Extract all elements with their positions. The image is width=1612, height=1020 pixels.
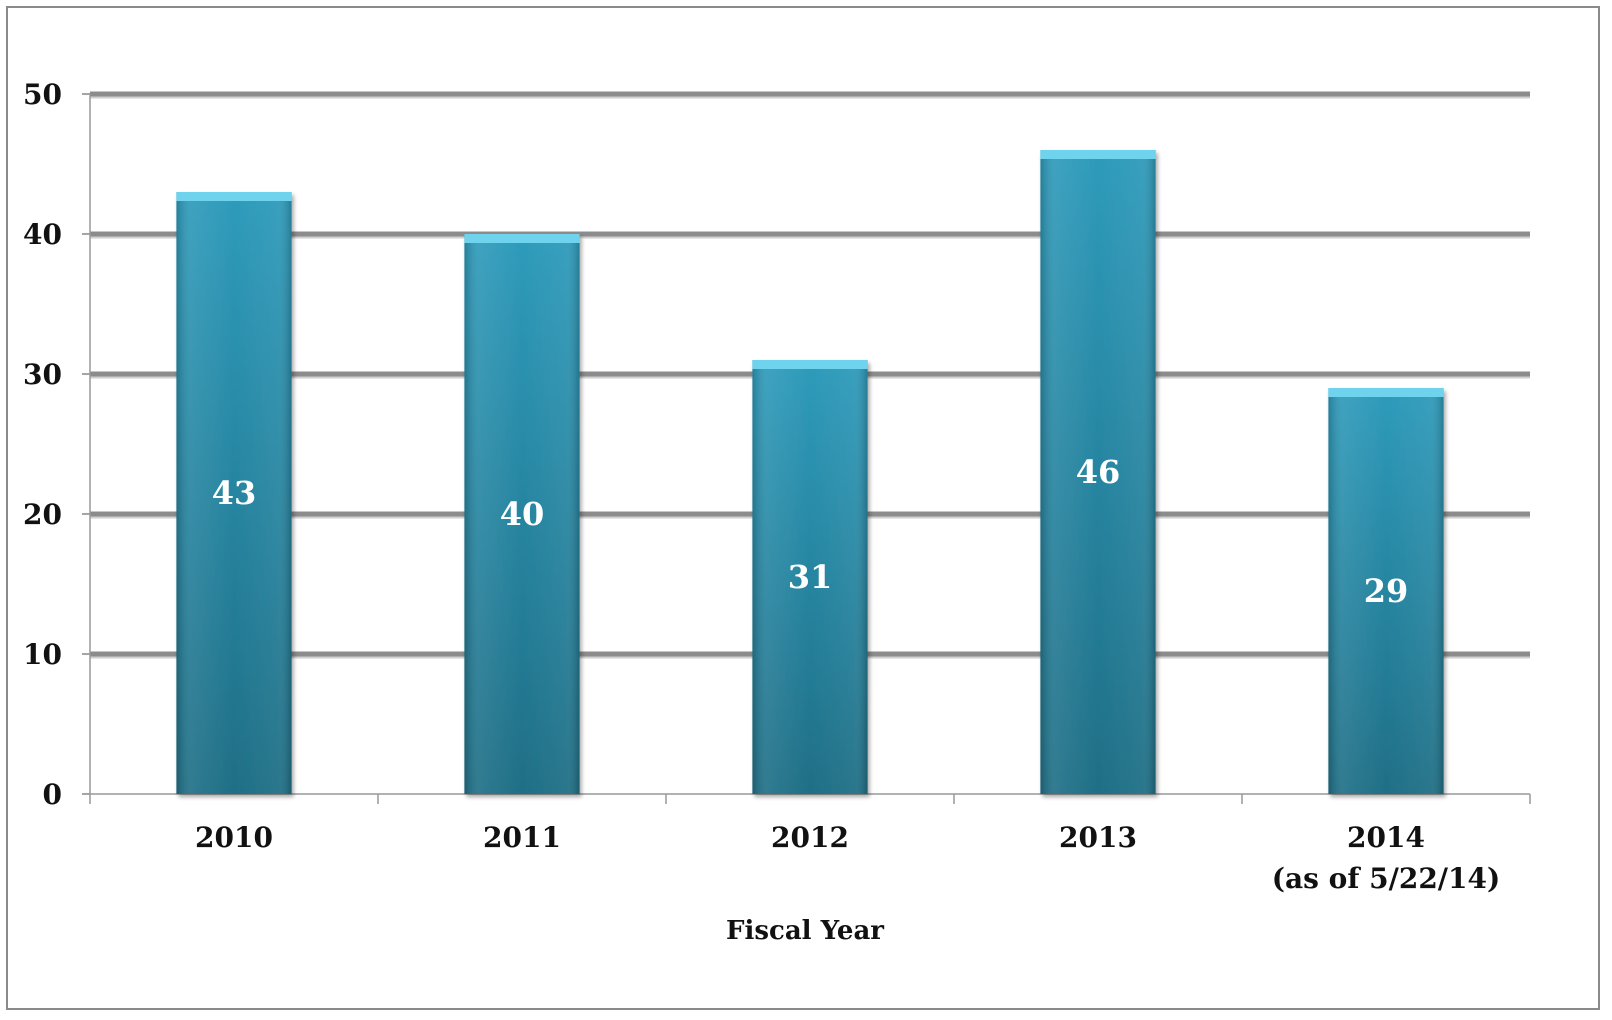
bar-shine bbox=[464, 234, 580, 794]
bar-2014 bbox=[1328, 388, 1444, 794]
data-label: 46 bbox=[1076, 453, 1121, 491]
y-tick-label: 30 bbox=[23, 358, 62, 391]
x-tick-label: 2012 bbox=[771, 821, 849, 854]
data-label: 43 bbox=[212, 474, 257, 512]
bar-shine bbox=[752, 360, 868, 794]
bars bbox=[176, 150, 1444, 794]
bar-2013 bbox=[1040, 150, 1156, 794]
x-tick-label: 2014 bbox=[1347, 821, 1425, 854]
bar-shine bbox=[176, 192, 292, 794]
y-tick-label: 50 bbox=[23, 78, 62, 111]
y-tick-label: 20 bbox=[23, 498, 62, 531]
x-tick-sublabel: (as of 5/22/14) bbox=[1272, 862, 1500, 895]
x-axis-title: Fiscal Year bbox=[726, 916, 884, 946]
bar-shine bbox=[1040, 150, 1156, 794]
data-label: 29 bbox=[1364, 572, 1409, 610]
bar-top-cap bbox=[752, 360, 868, 369]
bar-top-cap bbox=[1328, 388, 1444, 397]
y-tick-label: 0 bbox=[43, 778, 62, 811]
gridlines bbox=[90, 91, 1530, 659]
data-label: 31 bbox=[788, 558, 833, 596]
bar-2010 bbox=[176, 192, 292, 794]
bar-2012 bbox=[752, 360, 868, 794]
bar-top-cap bbox=[1040, 150, 1156, 159]
y-tick-label: 10 bbox=[23, 638, 62, 671]
bar-shine bbox=[1328, 388, 1444, 794]
bar-top-cap bbox=[464, 234, 580, 243]
x-tick-label: 2011 bbox=[483, 821, 561, 854]
x-tick-label: 2010 bbox=[195, 821, 273, 854]
x-tick-label: 2013 bbox=[1059, 821, 1137, 854]
bar-2011 bbox=[464, 234, 580, 794]
data-label: 40 bbox=[500, 495, 545, 533]
bar-top-cap bbox=[176, 192, 292, 201]
labels: 0 10 20 30 40 50 43 2010 40 2011 31 2012 46 2013 29 201… bbox=[23, 78, 1500, 895]
y-tick-label: 40 bbox=[23, 218, 62, 251]
